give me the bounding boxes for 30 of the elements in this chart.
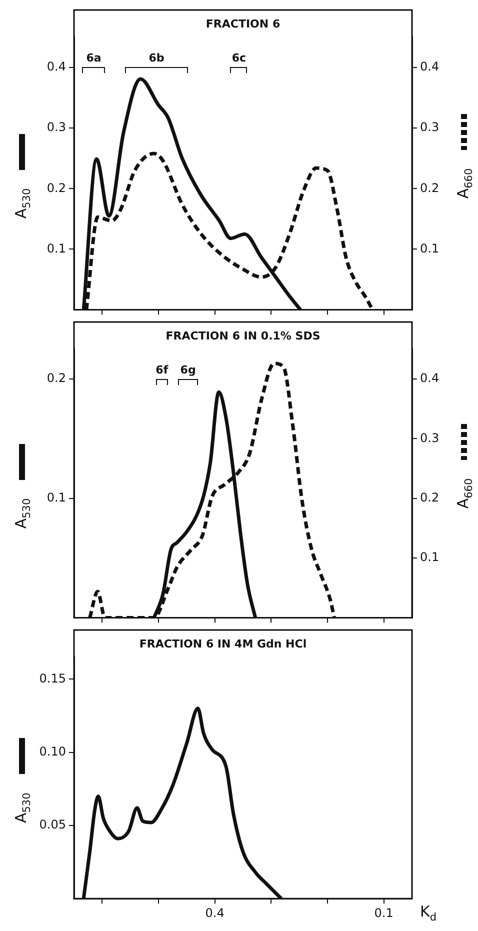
y-tick-label: 0.15: [39, 671, 66, 686]
y-tick-label: 0.4: [46, 60, 66, 74]
y-tick-label: 0.05: [39, 818, 66, 832]
annotation: 6a: [86, 52, 102, 65]
y2-tick-label: 0.1: [420, 241, 440, 256]
y2-tick-label: 0.4: [420, 371, 440, 386]
y-axis-title: A530: [12, 498, 33, 529]
annotation: 6c: [232, 52, 246, 65]
y2-tick-label: 0.4: [420, 60, 440, 74]
chart-title: FRACTION 6 IN 0.1% SDS: [166, 329, 320, 342]
chart-title: FRACTION 6 IN 4M Gdn HCl: [139, 637, 307, 650]
y-tick-label: 0.1: [46, 490, 66, 505]
y2-tick-label: 0.2: [420, 180, 440, 195]
y2-axis-title: A660: [454, 478, 475, 509]
y2-tick-label: 0.3: [420, 430, 440, 445]
annotation: 6b: [148, 52, 164, 65]
chart-title: FRACTION 6: [206, 17, 280, 30]
annotation: 6g: [180, 364, 196, 377]
y2-tick-label: 0.3: [420, 120, 440, 134]
y-tick-label: 0.10: [39, 744, 66, 758]
y-tick-label: 0.1: [46, 241, 66, 256]
y-tick-label: 0.3: [46, 120, 66, 134]
annotation: 6f: [156, 364, 168, 377]
y2-tick-label: 0.2: [420, 490, 440, 505]
y-axis-title: A530: [12, 792, 33, 824]
y-tick-label: 0.2: [46, 180, 66, 195]
y2-tick-label: 0.1: [420, 550, 440, 564]
y-axis-title: A530: [12, 188, 33, 219]
y-tick-label: 0.2: [46, 371, 66, 386]
y2-axis-title: A660: [454, 168, 475, 199]
